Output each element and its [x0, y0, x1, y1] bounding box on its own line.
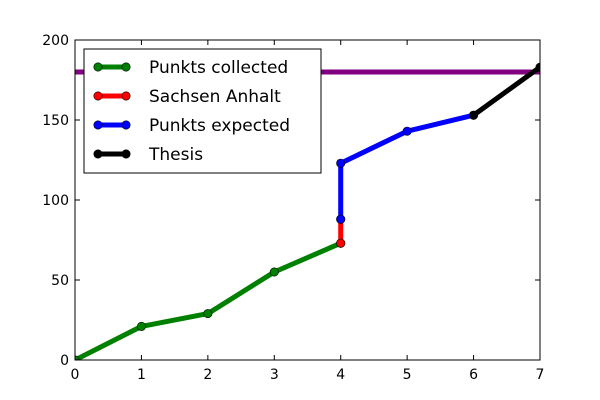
y-tick-label-3: 150	[42, 113, 69, 129]
data-point-3-0	[469, 110, 479, 120]
data-point-0-2	[203, 309, 213, 319]
legend-marker-right-0	[121, 62, 131, 72]
legend-marker-right-2	[121, 120, 131, 130]
data-point-0-3	[269, 267, 279, 277]
legend-marker-left-1	[93, 91, 103, 101]
legend-marker-left-3	[93, 149, 103, 159]
legend-marker-right-3	[121, 149, 131, 159]
legend-label-2: Punkts expected	[149, 116, 290, 136]
x-tick-label-1: 1	[137, 367, 146, 383]
x-tick-label-5: 5	[403, 367, 412, 383]
legend-label-0: Punkts collected	[149, 58, 288, 78]
x-tick-label-4: 4	[336, 367, 345, 383]
legend-label-3: Thesis	[148, 145, 203, 165]
data-point-2-2	[402, 126, 412, 136]
y-tick-label-0: 0	[60, 353, 69, 369]
data-point-0-1	[136, 321, 146, 331]
data-point-2-0	[336, 214, 346, 224]
data-point-1-0	[336, 238, 346, 248]
legend-marker-left-2	[93, 120, 103, 130]
y-tick-label-1: 50	[51, 273, 69, 289]
x-tick-label-3: 3	[270, 367, 279, 383]
y-tick-label-2: 100	[42, 193, 69, 209]
x-tick-label-2: 2	[203, 367, 212, 383]
series-line-0	[75, 240, 342, 360]
legend-marker-left-0	[93, 62, 103, 72]
legend-label-1: Sachsen Anhalt	[149, 87, 281, 107]
data-point-2-1	[336, 158, 346, 168]
x-tick-label-7: 7	[536, 367, 545, 383]
y-tick-label-4: 200	[42, 33, 69, 49]
series-line-3	[472, 65, 540, 118]
axes: 0 1 2 3 4 5 6 7 0 50 100 150 200	[42, 33, 544, 383]
legend: Punkts collected Sachsen Anhalt Punkts exp…	[83, 48, 322, 174]
x-tick-label-0: 0	[71, 367, 80, 383]
legend-marker-right-1	[121, 91, 131, 101]
x-tick-label-6: 6	[469, 367, 478, 383]
series-line-2	[338, 112, 475, 220]
